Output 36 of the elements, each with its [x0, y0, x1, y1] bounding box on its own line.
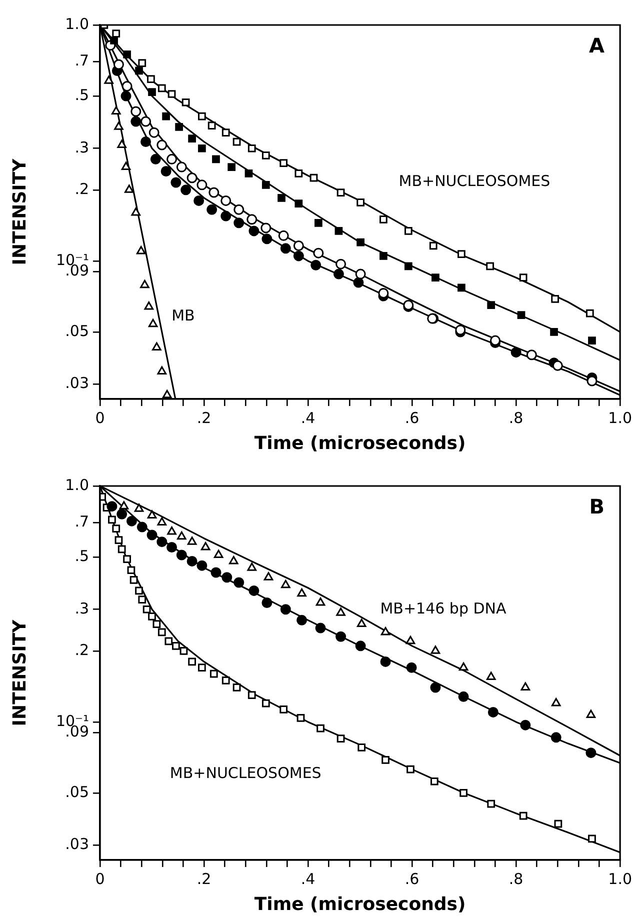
y-tick-label: .05	[65, 782, 89, 801]
y-tick-label: .5	[74, 86, 89, 104]
x-tick-label: .6	[404, 870, 420, 888]
y-tick-label: .03	[65, 835, 89, 854]
x-axis-title: Time (microseconds)	[254, 432, 466, 454]
annotation: MB+146 bp DNA	[380, 599, 508, 618]
y-tick-label: .3	[74, 138, 89, 156]
y-axis-title: INTENSITY	[9, 618, 30, 726]
y-tick-label: .2	[74, 640, 89, 659]
x-tick-label: 1.0	[608, 408, 632, 427]
x-tick-label: .8	[508, 408, 524, 427]
y-tick-label: .7	[74, 51, 89, 70]
x-tick-label: .2	[196, 870, 212, 888]
x-tick-label: 0	[95, 870, 105, 888]
y-tick-label: .03	[65, 374, 89, 392]
y-tick-label: .3	[74, 599, 89, 618]
annotation: MB	[172, 306, 195, 325]
x-tick-label: .4	[300, 870, 316, 888]
x-axis-title: Time (microseconds)	[254, 894, 466, 915]
y-tick-label: 1.0	[65, 14, 89, 33]
x-tick-label: .2	[196, 408, 212, 427]
y-axis-title: INTENSITY	[9, 158, 30, 266]
annotation: MB+NUCLEOSOMES	[398, 172, 550, 190]
annotation: B	[589, 494, 604, 519]
y-tick-label: .05	[65, 322, 89, 340]
y-tick-label: .5	[74, 546, 89, 565]
y-tick-label: .2	[74, 180, 89, 198]
x-tick-label: .6	[404, 408, 420, 427]
x-tick-label: 1.0	[608, 870, 632, 888]
annotation: A	[588, 34, 605, 58]
y-tick-label: .7	[74, 512, 89, 530]
y-tick-label: 1.0	[65, 476, 89, 494]
x-tick-label: .4	[300, 408, 316, 427]
annotation: MB+NUCLEOSOMES	[170, 764, 322, 782]
x-tick-label: .8	[508, 870, 524, 888]
x-tick-label: 0	[95, 408, 105, 427]
